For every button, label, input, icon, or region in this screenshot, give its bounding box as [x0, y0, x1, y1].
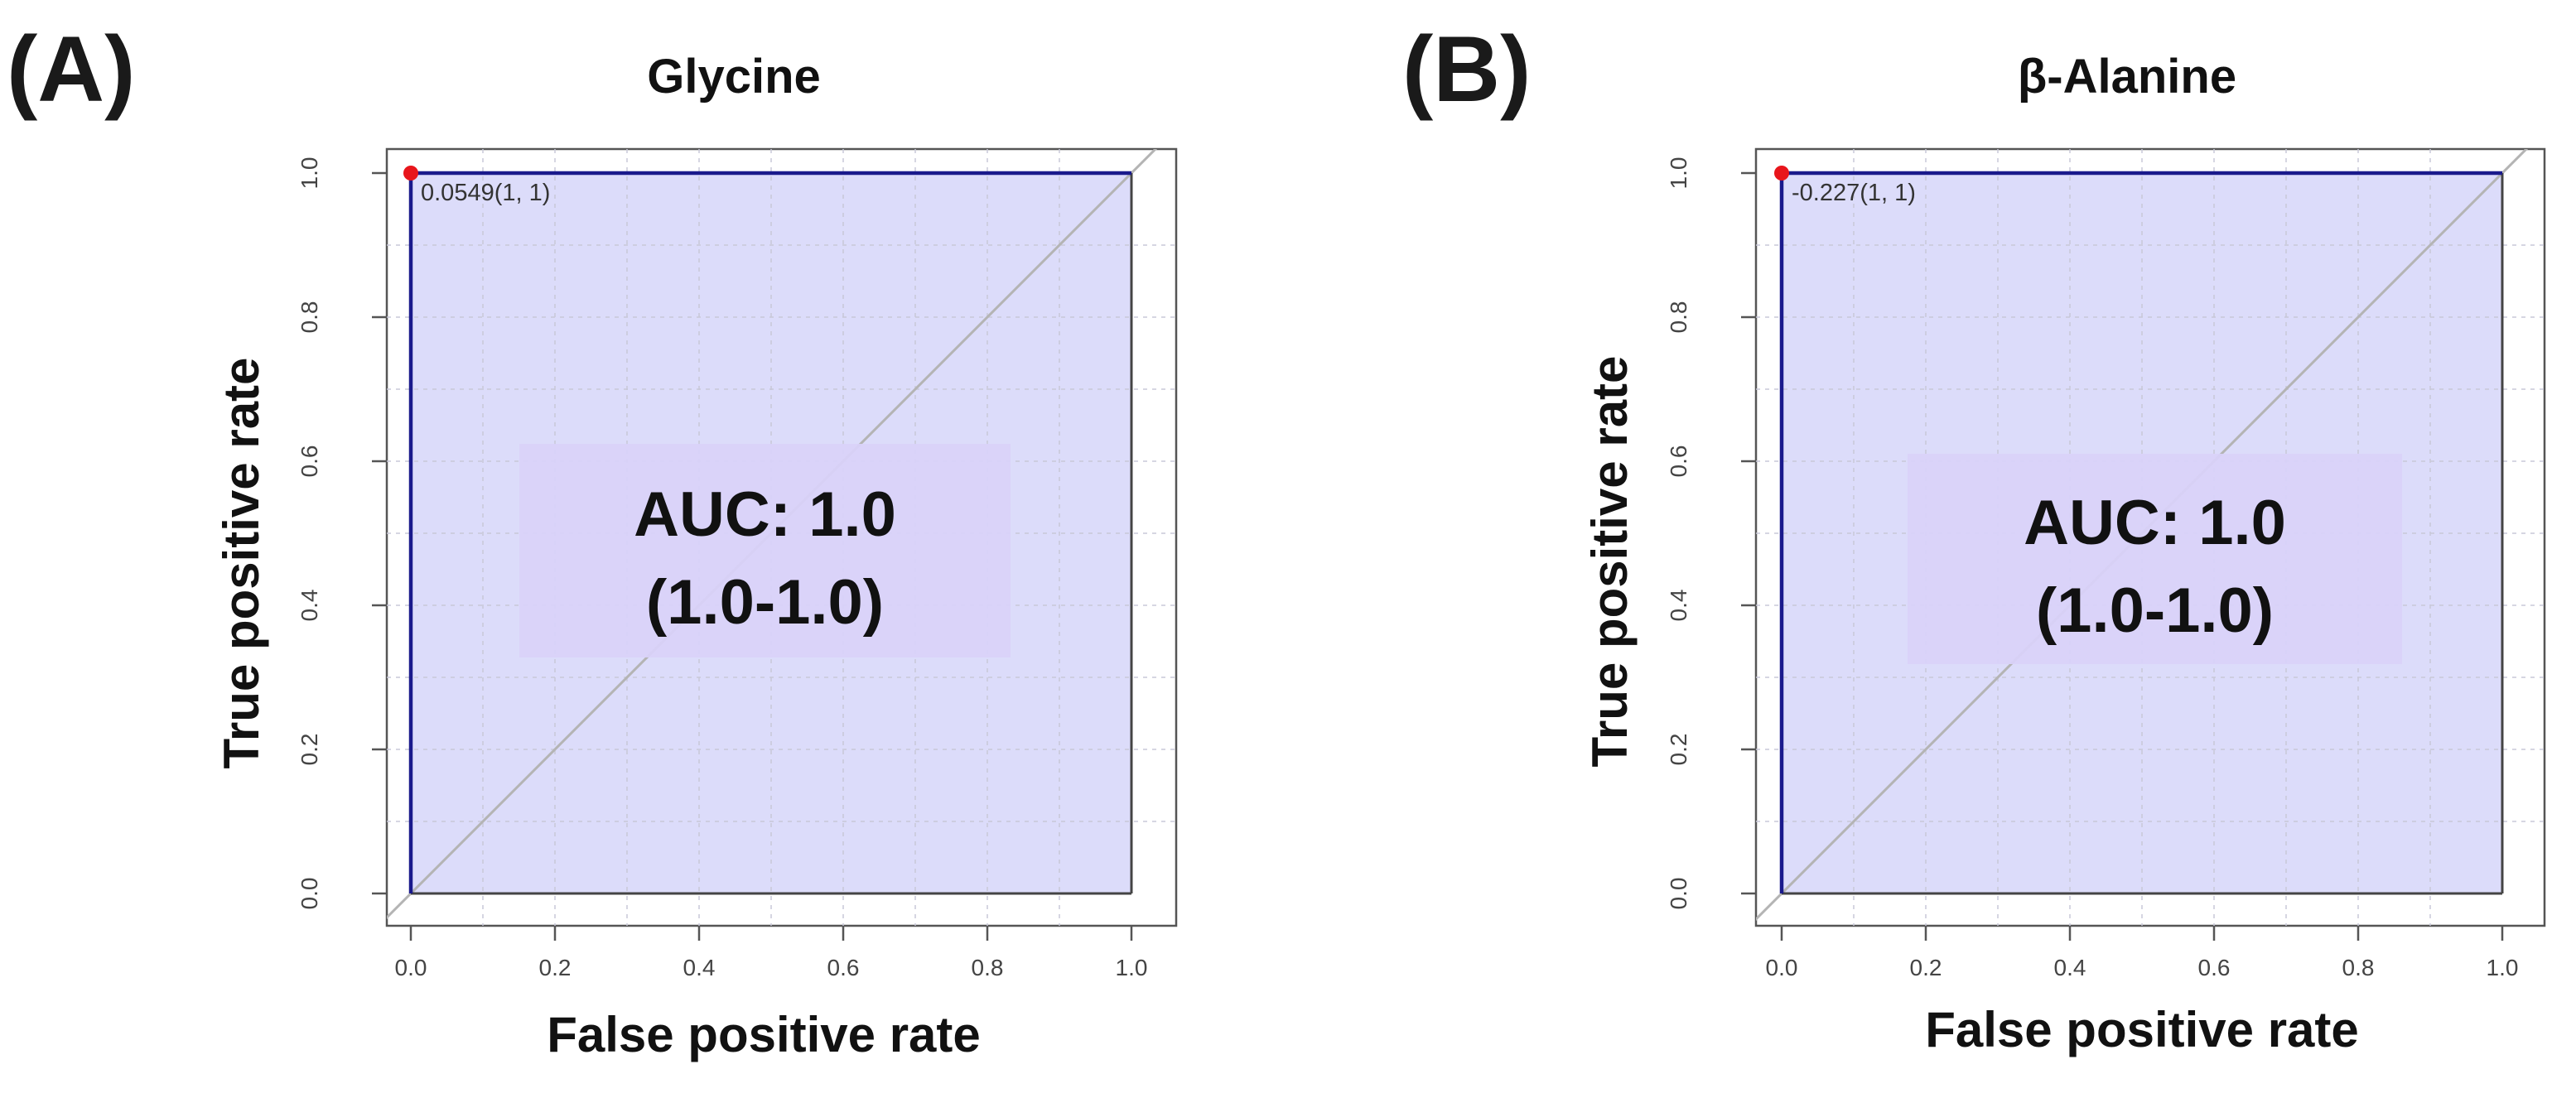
- x-tick-label: 0.0: [1766, 955, 1798, 980]
- y-tick-label: 0.8: [1666, 301, 1691, 334]
- best-threshold-point: [403, 166, 418, 181]
- y-tick-label: 0.4: [1666, 590, 1691, 622]
- auc-label-box: [1908, 454, 2402, 664]
- x-tick-label: 0.2: [539, 955, 572, 980]
- x-tick-label: 0.0: [395, 955, 427, 980]
- auc-label-box: [519, 444, 1011, 657]
- y-tick-label: 0.6: [1666, 445, 1691, 478]
- best-threshold-label: -0.227(1, 1): [1792, 180, 1916, 206]
- x-tick-label: 0.6: [2198, 955, 2231, 980]
- x-axis-label: False positive rate: [1925, 1002, 2359, 1057]
- best-threshold-label: 0.0549(1, 1): [421, 180, 550, 206]
- auc-value-label: AUC: 1.0: [634, 479, 896, 550]
- x-tick-label: 0.6: [827, 955, 860, 980]
- x-tick-label: 0.2: [1910, 955, 1942, 980]
- x-tick-label: 1.0: [2487, 955, 2519, 980]
- roc-panel-b: (B) β-Alanine AUC: 1.0 (1.0-1.0) -0.227(1, 1…: [1402, 17, 2546, 1057]
- y-tick-label: 0.2: [297, 734, 322, 766]
- auc-value-label: AUC: 1.0: [2024, 488, 2286, 558]
- chart-title: Glycine: [647, 50, 821, 104]
- x-tick-label: 0.4: [683, 955, 716, 980]
- chart-title: β-Alanine: [2018, 50, 2236, 104]
- y-tick-label: 0.6: [297, 445, 322, 478]
- x-tick-label: 0.8: [2342, 955, 2375, 980]
- panel-label: (B): [1402, 17, 1531, 121]
- x-tick-label: 0.8: [972, 955, 1004, 980]
- y-axis-label: True positive rate: [1582, 356, 1638, 768]
- y-tick-label: 0.2: [1666, 734, 1691, 766]
- y-tick-label: 0.0: [297, 878, 322, 910]
- x-tick-label: 1.0: [1116, 955, 1148, 980]
- best-threshold-point: [1774, 166, 1789, 181]
- x-axis-label: False positive rate: [547, 1007, 981, 1062]
- y-tick-label: 1.0: [297, 157, 322, 190]
- y-tick-label: 0.0: [1666, 878, 1691, 910]
- y-tick-label: 0.8: [297, 301, 322, 334]
- y-tick-label: 0.4: [297, 590, 322, 622]
- auc-ci-label: (1.0-1.0): [646, 567, 884, 638]
- x-tick-label: 0.4: [2054, 955, 2086, 980]
- auc-ci-label: (1.0-1.0): [2036, 575, 2274, 646]
- y-tick-label: 1.0: [1666, 157, 1691, 190]
- roc-panel-a: (A) Glycine AUC: 1.0 (1.0-1.0) 0.0549(1, 1) 0…: [7, 17, 1178, 1062]
- panel-label: (A): [7, 17, 135, 121]
- y-axis-label: True positive rate: [214, 358, 269, 769]
